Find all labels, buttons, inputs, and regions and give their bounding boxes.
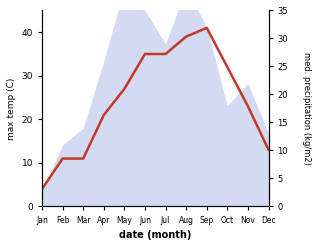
Y-axis label: max temp (C): max temp (C) [7,77,16,140]
X-axis label: date (month): date (month) [119,230,191,240]
Y-axis label: med. precipitation (kg/m2): med. precipitation (kg/m2) [302,52,311,165]
